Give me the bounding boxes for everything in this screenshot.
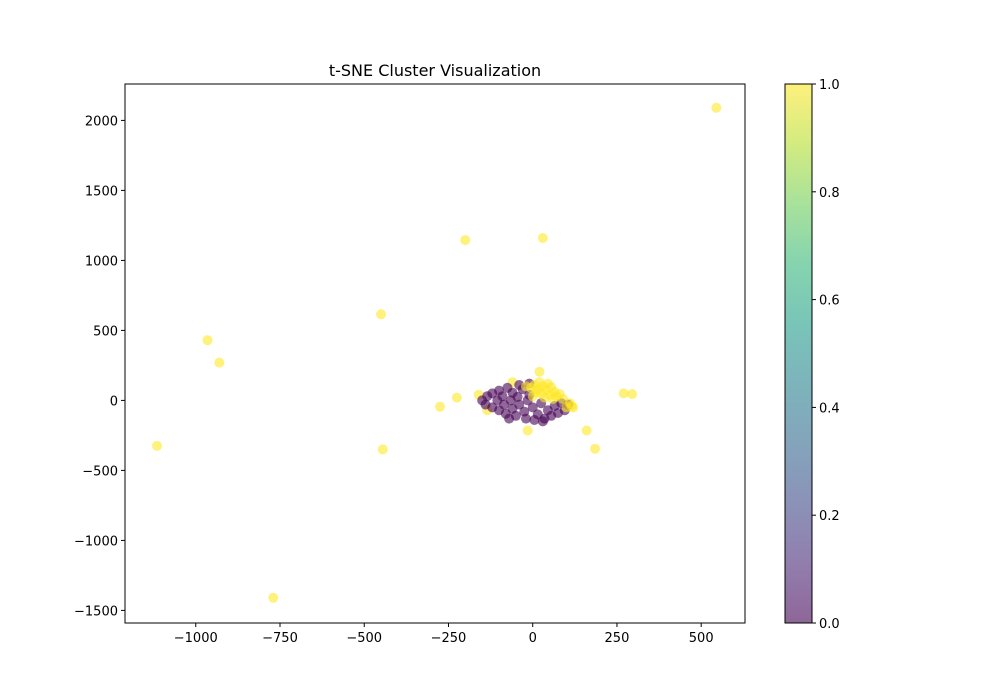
colorbar-tick-label: 0.4 <box>819 401 840 416</box>
scatter-point <box>527 402 538 413</box>
scatter-point <box>590 443 601 454</box>
scatter-point <box>268 592 279 603</box>
colorbar-tick-label: 0.0 <box>819 617 840 632</box>
y-tick-label: 500 <box>93 324 118 339</box>
x-tick-label: −250 <box>431 631 467 646</box>
y-tick-label: 2000 <box>85 114 118 129</box>
scatter-point <box>581 425 592 436</box>
y-tick-label: 1500 <box>85 184 118 199</box>
x-tick-label: 0 <box>529 631 537 646</box>
colorbar <box>784 83 813 624</box>
scatter-point <box>534 366 545 377</box>
x-tick-label: 500 <box>689 631 714 646</box>
y-tick-label: 0 <box>110 394 118 409</box>
y-axis: −1500 −1000 −500 0 500 1000 1500 2000 <box>74 114 125 619</box>
scatter-point <box>202 335 213 346</box>
x-tick-label: −1000 <box>174 631 218 646</box>
scatter-point <box>561 402 572 413</box>
scatter-point <box>497 391 508 402</box>
scatter-point <box>214 357 225 368</box>
scatter-point <box>377 444 388 455</box>
scatter-point <box>537 416 548 427</box>
scatter-point <box>522 425 533 436</box>
scatter-point <box>618 388 629 399</box>
scatter-point <box>520 381 531 392</box>
scatter-point <box>627 389 638 400</box>
scatter-point <box>435 401 446 412</box>
scatter-point <box>527 391 538 402</box>
x-tick-label: 250 <box>605 631 630 646</box>
scatter-point <box>520 413 531 424</box>
colorbar-tick-label: 0.8 <box>819 186 840 201</box>
scatter-point <box>376 309 387 320</box>
y-tick-label: −500 <box>82 464 118 479</box>
scatter-point <box>512 391 523 402</box>
colorbar-tick-label: 0.2 <box>819 509 840 524</box>
x-tick-label: −750 <box>262 631 298 646</box>
y-tick-label: 1000 <box>85 254 118 269</box>
y-tick-label: −1000 <box>74 534 118 549</box>
scatter-point <box>152 440 163 451</box>
x-axis: −1000 −750 −500 −250 0 250 500 <box>174 623 714 646</box>
points-layer <box>152 102 722 603</box>
scatter-point <box>451 392 462 403</box>
scatter-point <box>504 413 515 424</box>
chart-title: t-SNE Cluster Visualization <box>329 61 541 80</box>
scatter-point <box>711 102 722 113</box>
colorbar-tick-label: 1.0 <box>819 78 840 93</box>
colorbar-tick-label: 0.6 <box>819 294 840 309</box>
y-tick-label: −1500 <box>74 604 118 619</box>
scatter-point <box>460 235 471 246</box>
scatter-point <box>537 233 548 243</box>
x-tick-label: −500 <box>346 631 382 646</box>
scatter-point <box>514 399 525 410</box>
plot-frame <box>124 83 746 624</box>
colorbar-axis: 0.0 0.2 0.4 0.6 0.8 1.0 <box>812 78 840 632</box>
